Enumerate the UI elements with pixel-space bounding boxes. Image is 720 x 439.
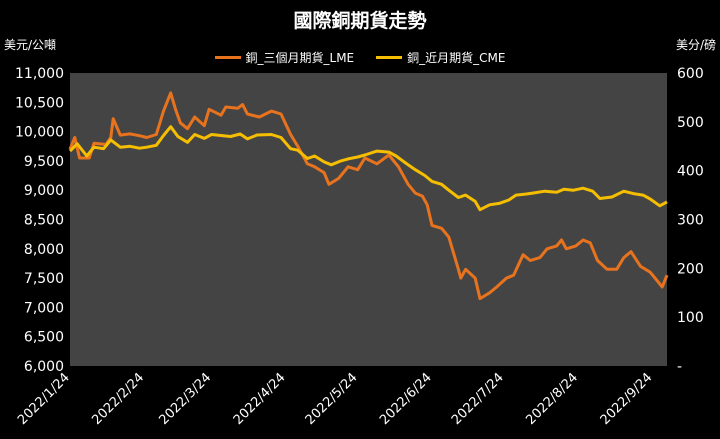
series-line-cme: [68, 125, 668, 212]
x-tick-label: 2022/3/24: [157, 370, 215, 428]
right-tick-label: -: [677, 359, 682, 375]
x-tick-label: 2022/1/24: [15, 370, 73, 428]
right-axis-unit: 美分/磅: [675, 38, 716, 52]
chart-title: 國際銅期貨走勢: [293, 10, 427, 32]
left-tick-label: 7,500: [24, 271, 64, 287]
legend-item-cme: 銅_近月期貨_CME: [376, 49, 505, 66]
left-tick-label: 8,000: [24, 242, 64, 258]
x-tick-label: 2022/2/24: [89, 370, 147, 428]
left-tick-label: 9,000: [24, 183, 64, 199]
left-tick-label: 8,500: [24, 213, 64, 229]
x-tick-label: 2022/5/24: [303, 370, 361, 428]
legend-label-cme: 銅_近月期貨_CME: [407, 51, 506, 65]
legend-swatch-cme: [376, 56, 403, 59]
right-tick-label: 600: [677, 66, 704, 82]
x-tick-label: 2022/4/24: [231, 370, 289, 428]
left-tick-label: 9,500: [24, 154, 64, 170]
right-tick-label: 400: [677, 164, 704, 180]
right-axis: - 100 200 300 400 500 600: [677, 66, 704, 375]
right-tick-label: 100: [677, 310, 704, 326]
right-tick-label: 200: [677, 261, 704, 277]
plot-area: [70, 73, 667, 366]
left-tick-label: 10,500: [15, 95, 64, 111]
legend-swatch-lme: [214, 56, 241, 59]
left-tick-label: 10,000: [15, 125, 64, 141]
x-axis: 2022/1/24 2022/2/24 2022/3/24 2022/4/24 2022…: [15, 370, 655, 428]
left-tick-label: 6,000: [24, 359, 64, 375]
x-tick-label: 2022/9/24: [598, 370, 656, 428]
legend-label-lme: 銅_三個月期貨_LME: [245, 51, 355, 65]
series-group: [68, 91, 669, 301]
left-tick-label: 6,500: [24, 330, 64, 346]
left-axis-unit: 美元/公噸: [4, 38, 57, 52]
x-tick-label: 2022/7/24: [449, 370, 507, 428]
left-axis: 6,000 6,500 7,000 7,500 8,000 8,500 9,000 9,500…: [15, 66, 64, 375]
series-line-lme: [68, 91, 669, 301]
x-tick-label: 2022/8/24: [523, 370, 581, 428]
left-tick-label: 11,000: [15, 66, 64, 82]
x-tick-label: 2022/6/24: [377, 370, 435, 428]
left-tick-label: 7,000: [24, 300, 64, 316]
legend-item-lme: 銅_三個月期貨_LME: [214, 49, 355, 66]
right-tick-label: 500: [677, 115, 704, 131]
legend: 銅_三個月期貨_LME 銅_近月期貨_CME: [0, 49, 720, 66]
right-tick-label: 300: [677, 213, 704, 229]
